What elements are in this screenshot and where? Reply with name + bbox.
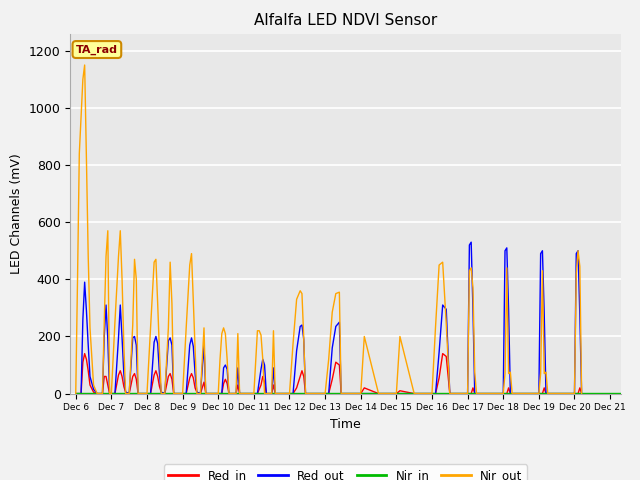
Title: Alfalfa LED NDVI Sensor: Alfalfa LED NDVI Sensor: [254, 13, 437, 28]
X-axis label: Time: Time: [330, 418, 361, 431]
Legend: Red_in, Red_out, Nir_in, Nir_out: Red_in, Red_out, Nir_in, Nir_out: [164, 464, 527, 480]
Y-axis label: LED Channels (mV): LED Channels (mV): [10, 153, 23, 274]
Text: TA_rad: TA_rad: [76, 44, 118, 55]
